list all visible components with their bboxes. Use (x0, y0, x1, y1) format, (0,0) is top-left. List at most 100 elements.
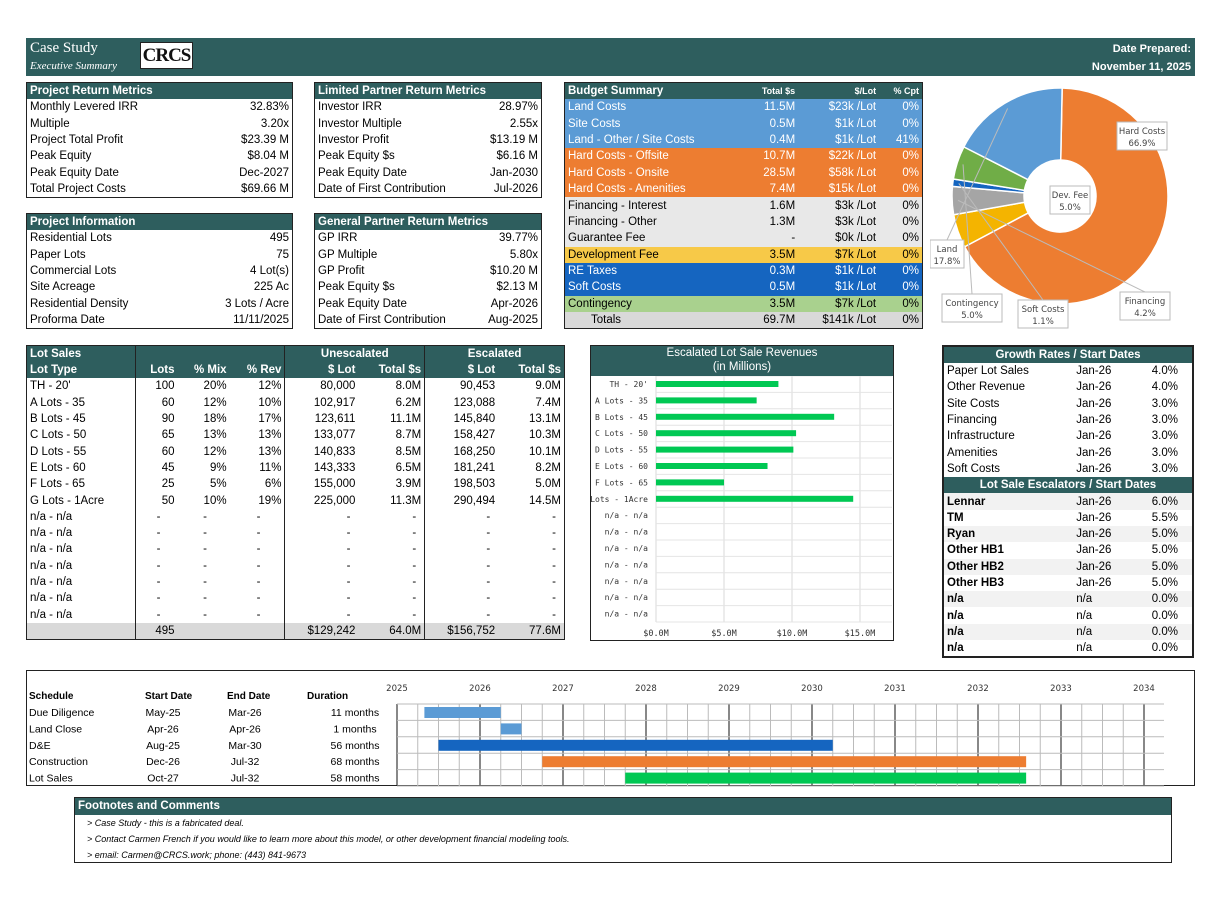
project-info-label: Paper Lots (30, 248, 86, 261)
bar-category-label: n/a - n/a (605, 528, 649, 537)
lot-sales-cell: 140,833 (284, 443, 359, 460)
project-return-value: 32.83% (249, 101, 289, 114)
bar-mark (656, 479, 724, 486)
growth-rate-row: Financing Jan-26 3.0% (943, 412, 1193, 428)
schedule-cell-duration: 58 months (330, 773, 379, 785)
budget-row: Development Fee 3.5M $7k /Lot 0% (564, 246, 923, 263)
budget-summary-table: Budget Summary Total $s $/Lot % Cpt Land… (564, 82, 923, 330)
budget-row-cpt: 0% (902, 166, 919, 179)
budget-row-label: Land Costs (568, 101, 627, 114)
escalator-start: n/a (1076, 642, 1093, 655)
budget-row: Land Costs 11.5M $23k /Lot 0% (564, 99, 923, 116)
bar-mark (656, 495, 854, 502)
lot-sales-cell: 181,241 (424, 459, 499, 477)
project-return-value: Dec-2027 (239, 166, 289, 179)
lot-sales-row: n/a - n/a - - - - - - - (27, 557, 565, 574)
report-title: Case Study (30, 40, 98, 56)
schedule-bar (500, 723, 522, 735)
lot-sales-cell: 6.2M (395, 396, 422, 409)
escalator-start: n/a (1076, 609, 1093, 622)
growth-rate-rate: 3.0% (1151, 462, 1178, 475)
escalator-rate: 0.0% (1151, 642, 1178, 655)
lot-sales-cell: - (284, 508, 359, 525)
budget-row-total: 1.6M (769, 199, 796, 212)
schedule-bar (542, 756, 1027, 768)
gp-return-value: 5.80x (509, 248, 538, 261)
lot-sales-cell: 8.5M (395, 445, 422, 458)
escalator-row: n/a n/a 0.0% (943, 591, 1193, 608)
donut-label-name: Hard Costs (1119, 127, 1166, 137)
project-return-row: Total Project Costs $69.66 M (27, 181, 293, 198)
escalator-row: Other HB3 Jan-26 5.0% (943, 575, 1193, 591)
escalator-name: Lennar (947, 495, 986, 508)
lot-sales-cell: - (424, 524, 499, 542)
lot-sales-cell: 50 (135, 492, 178, 509)
bar-mark (656, 446, 794, 453)
escalator-start: n/a (1076, 625, 1093, 638)
escalator-rate: 0.0% (1151, 625, 1178, 638)
project-return-row: Multiple 3.20x (27, 115, 293, 131)
escalator-row: n/a n/a 0.0% (943, 623, 1193, 641)
escalator-name: Other HB2 (947, 560, 1004, 573)
lot-sales-cell: - (135, 524, 178, 542)
lp-return-value: 28.97% (498, 101, 538, 114)
lot-sales-cell: n/a - n/a (30, 608, 73, 621)
escalator-rate: 5.0% (1151, 577, 1178, 589)
lot-sales-cell: 155,000 (284, 476, 359, 493)
budget-row-label: Development Fee (568, 248, 659, 261)
escalator-rate: 5.0% (1151, 560, 1178, 573)
budget-row-label: Soft Costs (568, 281, 622, 294)
budget-row-per-lot: $3k /Lot (835, 199, 877, 212)
schedule-bar (424, 707, 501, 718)
growth-rate-rate: 3.0% (1151, 446, 1178, 459)
gp-return-row: GP Multiple 5.80x (315, 246, 542, 262)
lot-sales-cell: - (284, 590, 359, 607)
growth-rate-name: Amenities (947, 446, 998, 459)
schedule-year-label: 2026 (469, 684, 491, 694)
donut-slice-land (962, 87, 1063, 181)
lot-sales-cell: 25 (135, 476, 178, 493)
donut-label-name: Financing (1125, 297, 1165, 307)
donut-label-value: 66.9% (1128, 139, 1155, 149)
budget-row-label: Hard Costs - Offsite (568, 150, 669, 163)
lot-sales-cell: - (412, 559, 417, 572)
lot-sales-cell: 143,333 (284, 459, 359, 477)
schedule-cell-name: D&E (29, 740, 51, 752)
budget-totals-label: Totals (591, 314, 622, 327)
lot-sales-cell: 19% (258, 494, 282, 507)
donut-label-box (941, 293, 1003, 323)
lot-sales-cell: 90 (135, 410, 178, 428)
lp-return-row: Investor Profit $13.19 M (315, 132, 542, 148)
lp-return-value: $13.19 M (490, 133, 538, 146)
budget-row-per-lot: $1k /Lot (835, 117, 877, 130)
budget-row-label: Guarantee Fee (568, 232, 646, 245)
project-return-row: Monthly Levered IRR 32.83% (27, 99, 293, 115)
schedule-cell-end: Mar-26 (228, 707, 261, 719)
project-information-table: Project Information Residential Lots 495 P… (26, 213, 293, 329)
lot-sales-cell: 80,000 (284, 378, 359, 395)
lot-col-header: $ Lot (424, 362, 499, 379)
lot-sales-row: TH - 20' 100 20% 12% 80,000 8.0M 90,453 9.0M (27, 378, 565, 395)
lot-sales-cell: - (256, 510, 261, 523)
project-info-label: Site Acreage (30, 281, 96, 294)
donut-label-box (1049, 185, 1091, 215)
escalator-rate: 0.0% (1151, 609, 1178, 622)
budget-row-total: 3.5M (769, 297, 796, 310)
growth-rate-start: Jan-26 (1076, 381, 1112, 394)
lot-sales-cell: 10% (203, 494, 227, 507)
budget-row-per-lot: $1k /Lot (835, 281, 877, 294)
lot-sales-cell: - (412, 592, 417, 605)
lot-sales-cell: 5% (209, 478, 227, 491)
lot-col-header: $ Lot (284, 362, 359, 379)
schedule-bar (438, 739, 833, 751)
lot-sales-cell: - (284, 573, 359, 591)
donut-label-name: Land (937, 245, 958, 255)
project-return-metrics-table: Project Return Metrics Monthly Levered I… (26, 82, 293, 198)
gp-return-label: GP Profit (318, 264, 365, 277)
lot-sales-cell: 8.0M (395, 380, 422, 393)
lot-sales-cell: F Lots - 65 (30, 478, 85, 491)
lot-sales-total-cell: 495 (135, 622, 178, 640)
lot-sales-cell: - (256, 543, 261, 556)
lot-sales-cell: A Lots - 35 (30, 396, 85, 409)
lot-sales-cell: 158,427 (424, 427, 499, 444)
